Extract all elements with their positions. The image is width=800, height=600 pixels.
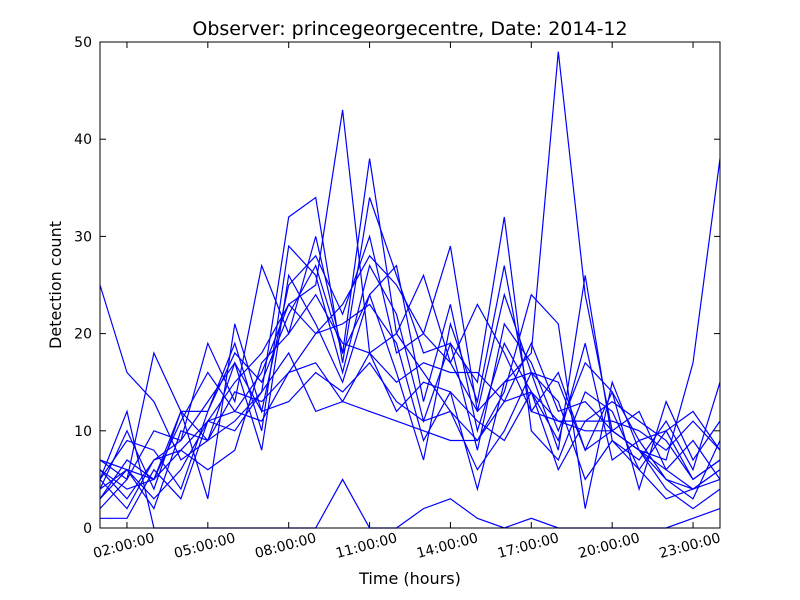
series-line-9 — [100, 351, 721, 519]
y-tick-label: 30 — [74, 229, 92, 245]
series-line-5 — [99, 234, 721, 500]
x-tick-label: 05:00:00 — [172, 530, 237, 562]
series-line-12 — [99, 293, 721, 510]
x-tick-label: 08:00:00 — [253, 530, 318, 562]
y-axis-ticks: 0 10 20 30 40 50 — [74, 35, 720, 537]
series-line-8 — [99, 264, 721, 491]
x-tick-label: 02:00:00 — [91, 530, 156, 562]
x-tick-label: 23:00:00 — [658, 530, 723, 562]
x-axis-label: Time (hours) — [358, 569, 461, 588]
series-lines — [99, 51, 721, 529]
y-tick-label: 10 — [74, 424, 92, 440]
y-tick-label: 50 — [74, 35, 92, 51]
series-line-11 — [99, 361, 721, 510]
series-line-7 — [99, 264, 721, 510]
y-tick-label: 40 — [74, 132, 92, 148]
series-line-14 — [99, 409, 721, 529]
y-axis-label: Detection count — [46, 221, 65, 349]
plot-frame — [99, 41, 721, 529]
series-line-10 — [99, 341, 721, 490]
y-tick-label: 0 — [83, 521, 92, 537]
x-tick-label: 20:00:00 — [577, 530, 642, 562]
chart-title: Observer: princegeorgecentre, Date: 2014… — [192, 18, 627, 40]
x-tick-label: 17:00:00 — [496, 530, 561, 562]
x-tick-label: 11:00:00 — [334, 530, 399, 562]
series-line-4 — [99, 158, 721, 509]
series-line-13 — [99, 303, 721, 500]
x-tick-label: 14:00:00 — [415, 530, 480, 562]
y-tick-label: 20 — [74, 327, 92, 343]
series-line-6 — [99, 244, 721, 492]
